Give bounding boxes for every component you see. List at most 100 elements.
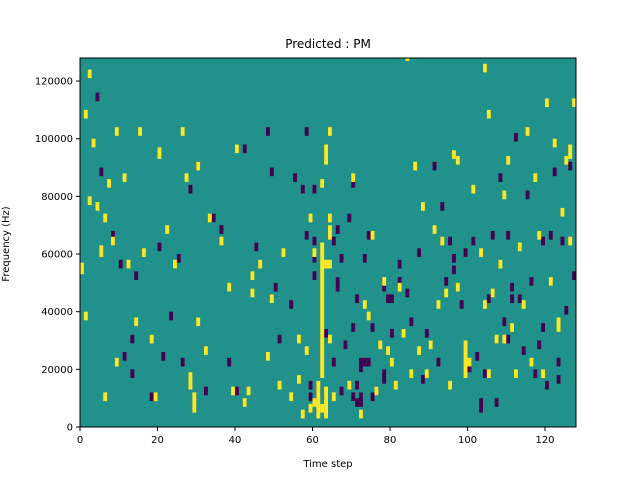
heatmap-cell-high <box>572 98 576 108</box>
heatmap-cell-low <box>548 230 553 240</box>
heatmap-cell-high <box>277 380 282 390</box>
heatmap-cell-low <box>424 328 429 338</box>
heatmap-cell-low <box>227 357 232 367</box>
heatmap-cell-high <box>568 236 573 246</box>
heatmap-cell-low <box>324 328 328 338</box>
heatmap-cell-high <box>300 409 305 419</box>
heatmap-cell-high <box>494 334 499 344</box>
heatmap-cell-high <box>432 225 437 234</box>
heatmap-cell-high <box>374 386 379 396</box>
heatmap-cell-high <box>246 386 251 396</box>
heatmap-cell-high <box>393 380 398 390</box>
heatmap-cell-high <box>467 357 472 367</box>
heatmap-cell-low <box>417 248 421 257</box>
heatmap-cell-high <box>297 334 301 344</box>
heatmap-cell-low <box>533 369 538 378</box>
heatmap-cell-low <box>560 236 565 246</box>
heatmap-cell-high <box>157 147 162 159</box>
heatmap-cell-low <box>498 173 503 182</box>
heatmap-cell-high <box>204 346 208 355</box>
heatmap-cell-high <box>328 127 332 136</box>
heatmap-cell-high <box>324 259 328 269</box>
heatmap-cell-low <box>421 375 425 384</box>
heatmap-cell-high <box>452 150 456 159</box>
heatmap-cell-high <box>111 236 115 246</box>
heatmap-cell-low <box>331 236 336 246</box>
heatmap-cell-low <box>355 294 359 304</box>
heatmap-cell-high <box>91 138 96 148</box>
heatmap-cell-high <box>250 271 255 280</box>
heatmap-cell-high <box>548 277 553 286</box>
heatmap-cell-low <box>293 173 297 182</box>
heatmap-cell-high <box>95 202 100 211</box>
y-tick-label: 100000 <box>35 134 73 145</box>
heatmap-cell-low <box>409 317 414 327</box>
heatmap-cell-high <box>409 369 414 378</box>
x-tick-label: 80 <box>384 435 397 446</box>
heatmap-cell-low <box>537 340 542 350</box>
heatmap-cell-low <box>502 317 507 327</box>
y-tick-label: 20000 <box>41 365 73 376</box>
heatmap-cell-low <box>568 161 573 171</box>
heatmap-cell-low <box>362 357 367 367</box>
heatmap-cell-high <box>537 230 542 240</box>
x-tick-label: 40 <box>229 435 242 446</box>
heatmap-cell-low <box>188 184 193 194</box>
x-tick-label: 20 <box>151 435 164 446</box>
heatmap-cell-high <box>436 300 441 309</box>
heatmap-cell-high <box>196 317 201 327</box>
heatmap-cell-high <box>347 380 352 390</box>
heatmap-cell-low <box>312 236 317 246</box>
heatmap-cell-low <box>382 282 387 292</box>
heatmap-cell-low <box>541 323 545 332</box>
heatmap-cell-high <box>448 380 452 390</box>
heatmap-cell-low <box>130 334 135 344</box>
heatmap-cell-high <box>138 127 142 136</box>
heatmap-cell-low <box>556 375 561 384</box>
heatmap-cell-low <box>149 392 154 402</box>
heatmap-cell-low <box>351 323 356 332</box>
heatmap-cell-low <box>475 352 480 361</box>
heatmap-cell-low <box>390 328 394 338</box>
heatmap-cell-high <box>386 346 390 355</box>
heatmap-cell-low <box>362 254 367 263</box>
heatmap-cell-low <box>370 323 375 332</box>
heatmap-cell-high <box>83 109 88 119</box>
heatmap-cell-high <box>304 346 309 355</box>
heatmap-cell-low <box>331 357 336 367</box>
heatmap-cell-low <box>432 161 437 171</box>
heatmap-cell-high <box>529 357 534 367</box>
heatmap-cell-high <box>196 161 201 171</box>
heatmap-cell-high <box>114 127 119 136</box>
heatmap-cell-low <box>308 392 313 402</box>
heatmap-cell-low <box>277 334 282 344</box>
heatmap-cell-high <box>397 282 402 292</box>
heatmap-cell-high <box>502 334 507 344</box>
heatmap-cell-low <box>572 271 576 280</box>
heatmap-cell-low <box>486 294 491 304</box>
heatmap-cell-high <box>510 323 514 332</box>
heatmap-cell-high <box>231 386 235 396</box>
heatmap-cell-high <box>498 259 503 269</box>
heatmap-cell-high <box>312 248 317 257</box>
heatmap-cell-low <box>397 277 402 286</box>
heatmap-cell-low <box>219 225 224 234</box>
heatmap-cell-low <box>359 392 363 407</box>
heatmap-cell-low <box>304 230 309 240</box>
heatmap-cell-high <box>428 340 433 350</box>
heatmap-cell-low <box>382 369 387 384</box>
heatmap-cell-low <box>269 167 274 177</box>
heatmap-cell-low <box>541 236 545 246</box>
heatmap-cell-low <box>169 311 173 321</box>
heatmap-cell-high <box>308 213 313 223</box>
y-tick-label: 120000 <box>35 77 73 88</box>
heatmap-cell-low <box>134 271 139 280</box>
heatmap-cell-low <box>254 242 259 252</box>
heatmap-cell-high <box>455 282 460 292</box>
heatmap-cell-high <box>351 173 356 182</box>
heatmap-cell-low <box>564 305 569 315</box>
heatmap-cell-low <box>459 300 464 309</box>
y-axis-label: Frequency (Hz) <box>1 206 12 282</box>
heatmap-cell-low <box>95 92 100 102</box>
heatmap-cell-high <box>568 144 573 159</box>
